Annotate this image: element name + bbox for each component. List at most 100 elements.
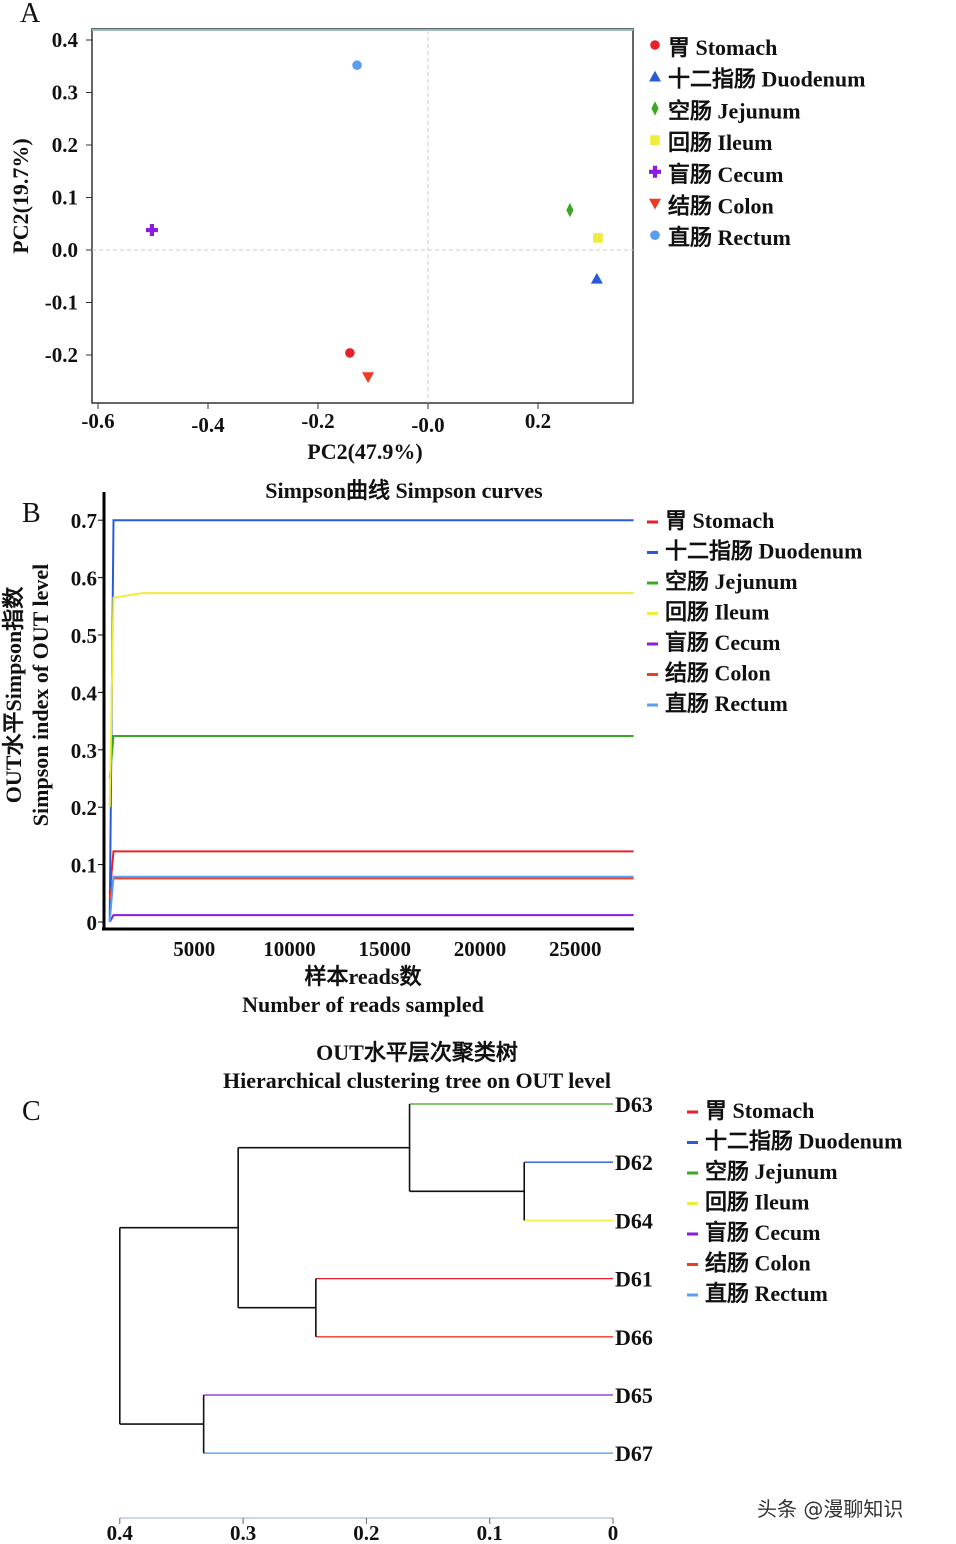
x-tick-label: 20000 — [454, 937, 507, 961]
legend-label-jejunum: 空肠 Jejunum — [705, 1159, 838, 1184]
panel-a-pcoa: A 0.4 0.3 0.2 0.1 0.0 -0.1 -0.2 -0.6 -0.4 -0.2 -0.… — [8, 0, 865, 464]
legend-marker-duodenum — [649, 70, 661, 82]
y-tick-label: 0.6 — [71, 567, 97, 591]
point-rectum — [352, 60, 362, 70]
panel-label-a: A — [20, 0, 41, 29]
legend-label-ileum: 回肠 Ileum — [705, 1190, 810, 1215]
legend-label-rectum: 直肠 Rectum — [665, 691, 788, 716]
panel-label-b: B — [22, 498, 41, 529]
legend-label-colon: 结肠 Colon — [665, 661, 771, 686]
legend-label-ileum: 回肠 Ileum — [668, 130, 773, 155]
y-axis-label-b-en: Simpson index of OUT level — [28, 564, 53, 826]
y-tick-label: 0.4 — [52, 28, 79, 52]
x-tick-label: 10000 — [263, 937, 316, 961]
legend-marker-ileum — [650, 135, 660, 145]
leaf-label-D62: D62 — [615, 1150, 653, 1175]
dendrogram-branches: D63 D62 D64 D61 D66 D65 D67 — [119, 1092, 653, 1466]
legend-label-jejunum: 空肠 Jejunum — [665, 569, 798, 594]
y-tick-label: 0.4 — [71, 681, 98, 705]
watermark: 头条 @漫聊知识 — [757, 1497, 903, 1521]
y-tick-label: 0.2 — [71, 796, 97, 820]
y-tick-label: 0.1 — [71, 854, 97, 878]
legend-label-duodenum: 十二指肠 Duodenum — [705, 1129, 902, 1154]
y-tick-label: 0.0 — [52, 238, 78, 262]
series-line-rectum — [108, 875, 634, 923]
y-axis-label-a: PC2(19.7%) — [8, 138, 33, 253]
legend-label-stomach: 胃 Stomach — [705, 1098, 814, 1123]
series-line-duodenum — [108, 519, 634, 923]
chart-title-b: Simpson曲线 Simpson curves — [265, 478, 543, 503]
legend-label-stomach: 胃 Stomach — [665, 508, 774, 533]
y-tick-label: 0.3 — [71, 739, 97, 763]
point-jejunum — [566, 202, 574, 218]
legend-label-cecum: 盲肠 Cecum — [668, 162, 783, 187]
y-tick-label: 0.3 — [52, 81, 78, 105]
y-tick-label: 0.2 — [52, 133, 78, 157]
legend-marker-jejunum — [651, 101, 659, 116]
plot-frame-a — [91, 28, 634, 404]
points-a — [145, 60, 603, 384]
leaf-label-D65: D65 — [615, 1383, 653, 1408]
axes-b: 0 0.1 0.2 0.3 0.4 0.5 0.6 0.7 5000 10000 15000 2000… — [71, 492, 634, 961]
x-tick-label: 0.3 — [230, 1521, 256, 1544]
legend-label-stomach: 胃 Stomach — [668, 35, 777, 60]
axes-c: 0.4 0.3 0.2 0.1 0 — [107, 1517, 619, 1544]
y-tick-label: 0.7 — [71, 509, 97, 533]
y-tick-label: 0.5 — [71, 624, 97, 648]
x-tick-label: -0.0 — [411, 413, 444, 437]
legend-label-cecum: 盲肠 Cecum — [705, 1220, 820, 1245]
point-stomach — [345, 348, 355, 358]
x-tick-label: 0.1 — [477, 1521, 503, 1544]
x-axis-label-b-cn: 样本reads数 — [305, 964, 423, 989]
legend-a: 胃 Stomach 十二指肠 Duodenum 空肠 Jejunum 回肠 Ileum… — [649, 35, 865, 250]
panel-b-simpson: B Simpson曲线 Simpson curves 0 0.1 0.2 0.3 0.4… — [1, 478, 862, 1017]
leaf-label-D67: D67 — [615, 1441, 653, 1466]
x-tick-label: 0.4 — [107, 1521, 134, 1544]
leaf-label-D61: D61 — [615, 1267, 653, 1292]
chart-title-c-cn: OUT水平层次聚类树 — [316, 1040, 518, 1065]
legend-label-duodenum: 十二指肠 Duodenum — [668, 67, 865, 92]
legend-b: 胃 Stomach 十二指肠 Duodenum 空肠 Jejunum 回肠 Ileum… — [647, 508, 862, 716]
legend-label-ileum: 回肠 Ileum — [665, 600, 770, 625]
x-axis-label-a: PC2(47.9%) — [307, 439, 422, 464]
legend-c: 胃 Stomach 十二指肠 Duodenum 空肠 Jejunum 回肠 Ileum… — [687, 1098, 902, 1306]
legend-marker-cecum — [649, 165, 661, 178]
point-duodenum — [590, 272, 603, 284]
point-colon — [362, 372, 375, 384]
x-tick-label: 15000 — [359, 937, 412, 961]
x-tick-label: 5000 — [173, 937, 215, 961]
leaf-label-D66: D66 — [615, 1325, 653, 1350]
y-tick-label: 0.1 — [52, 186, 78, 210]
y-tick-label: -0.2 — [45, 343, 78, 367]
series-line-stomach — [108, 850, 634, 894]
x-axis-label-b-en: Number of reads sampled — [242, 992, 484, 1017]
legend-marker-colon — [649, 198, 661, 210]
legend-label-colon: 结肠 Colon — [668, 194, 774, 219]
legend-label-jejunum: 空肠 Jejunum — [668, 98, 801, 123]
x-tick-label: 0.2 — [353, 1521, 379, 1544]
panel-c-dendrogram: C OUT水平层次聚类树 Hierarchical clustering tre… — [22, 1040, 902, 1544]
legend-label-rectum: 直肠 Rectum — [705, 1281, 828, 1306]
y-tick-label: -0.1 — [45, 291, 78, 315]
zero-gridlines — [92, 30, 633, 403]
x-tick-label: -0.2 — [301, 409, 334, 433]
point-ileum — [593, 233, 603, 243]
series-line-cecum — [108, 914, 634, 923]
legend-label-colon: 结肠 Colon — [705, 1251, 811, 1276]
y-axis-label-b-cn: OUT水平Simpson指数 — [1, 586, 26, 803]
leaf-label-D64: D64 — [615, 1208, 653, 1233]
axes-a: 0.4 0.3 0.2 0.1 0.0 -0.1 -0.2 -0.6 -0.4 -0.2 -0.0 0… — [45, 28, 551, 437]
x-tick-label: -0.6 — [81, 409, 114, 433]
legend-marker-stomach — [650, 40, 660, 50]
panel-label-c: C — [22, 1096, 41, 1127]
series-lines-b — [108, 519, 634, 923]
series-line-jejunum — [108, 735, 634, 779]
legend-label-rectum: 直肠 Rectum — [668, 225, 791, 250]
legend-label-duodenum: 十二指肠 Duodenum — [665, 539, 862, 564]
x-tick-label: 0.2 — [525, 409, 551, 433]
chart-title-c-en: Hierarchical clustering tree on OUT leve… — [223, 1068, 611, 1093]
x-tick-label: -0.4 — [191, 413, 225, 437]
series-line-ileum — [108, 592, 634, 808]
x-tick-label: 0 — [608, 1521, 619, 1544]
